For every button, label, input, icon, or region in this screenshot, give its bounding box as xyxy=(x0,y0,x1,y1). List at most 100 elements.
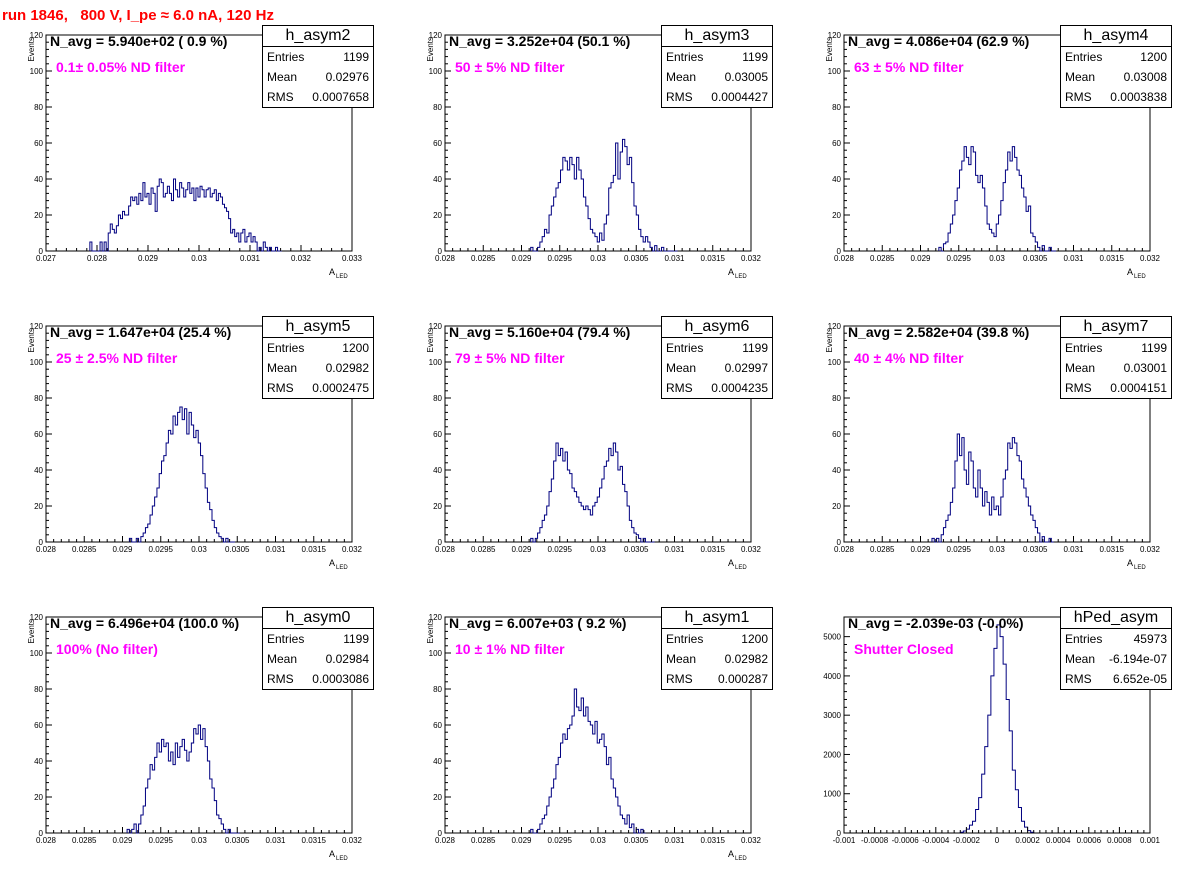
x-tick-label: 0.0295 xyxy=(548,836,573,845)
x-tick-label: 0.031 xyxy=(664,254,685,263)
y-tick-label: 80 xyxy=(433,394,442,403)
x-tick-label: -0.0008 xyxy=(861,836,889,845)
x-tick-label: 0 xyxy=(995,836,1000,845)
x-axis-title: A xyxy=(329,267,335,277)
histogram-name: h_asym5 xyxy=(263,317,373,338)
stats-rms-label: RMS xyxy=(267,381,294,395)
y-tick-label: 80 xyxy=(34,103,43,112)
y-tick-label: 60 xyxy=(433,430,442,439)
histogram-pad-h_asym5: 0.028 0.0285 0.029 0.0295 0.03 0.0305 0.031 0.0… xyxy=(0,291,398,581)
stats-mean-row: Mean 0.02984 xyxy=(263,649,373,669)
run-title: run 1846, 800 V, I_pe ≈ 6.0 nA, 120 Hz xyxy=(2,7,274,24)
x-axis-title: A xyxy=(728,558,734,568)
filter-label: 50 ± 5% ND filter xyxy=(455,59,565,75)
stats-rms-label: RMS xyxy=(267,672,294,686)
x-tick-label: 0.0315 xyxy=(302,836,327,845)
stats-mean-row: Mean 0.03008 xyxy=(1061,67,1171,87)
x-tick-label: 0.028 xyxy=(36,836,57,845)
stats-entries-value: 1199 xyxy=(1141,341,1167,355)
stats-entries-row: Entries 1200 xyxy=(662,629,772,649)
stats-entries-value: 1200 xyxy=(342,341,369,355)
stats-rms-label: RMS xyxy=(267,90,294,104)
y-tick-label: 0 xyxy=(438,829,443,838)
x-axis-title-subscript: LED xyxy=(735,565,747,571)
stats-rms-label: RMS xyxy=(1065,90,1092,104)
stats-entries-value: 45973 xyxy=(1133,632,1167,646)
stats-entries-label: Entries xyxy=(666,632,704,646)
stats-rms-value: 0.0007658 xyxy=(312,90,369,104)
x-tick-label: 0.029 xyxy=(910,545,931,554)
x-tick-label: 0.0315 xyxy=(1100,545,1125,554)
y-tick-label: 2000 xyxy=(823,750,841,759)
x-tick-label: 0.029 xyxy=(138,254,159,263)
stats-entries-row: Entries 45973 xyxy=(1061,629,1171,649)
stats-mean-label: Mean xyxy=(1065,361,1096,375)
x-tick-label: -0.001 xyxy=(833,836,856,845)
stats-rms-label: RMS xyxy=(666,381,693,395)
stats-mean-label: Mean xyxy=(666,70,697,84)
histogram-svg: 0.028 0.0285 0.029 0.0295 0.03 0.0305 0.031 0.0… xyxy=(825,322,1161,571)
y-tick-label: 100 xyxy=(429,358,443,367)
x-tick-label: 0.028 xyxy=(834,545,855,554)
x-tick-label: 0.027 xyxy=(36,254,57,263)
navg-label: N_avg = 6.496e+04 (100.0 %) xyxy=(50,615,240,631)
y-tick-label: 80 xyxy=(433,685,442,694)
stats-mean-row: Mean 0.03001 xyxy=(1061,358,1171,378)
stats-box: h_asym7 Entries 1199 Mean 0.03001 RMS 0.000415… xyxy=(1060,316,1172,399)
stats-rms-value: 6.652e-05 xyxy=(1112,672,1167,686)
x-tick-label: -0.0004 xyxy=(922,836,950,845)
stats-rms-row: RMS 6.652e-05 xyxy=(1061,669,1171,689)
stats-rms-row: RMS 0.0003838 xyxy=(1061,87,1171,107)
x-tick-label: 0.0295 xyxy=(548,254,573,263)
x-axis-title-subscript: LED xyxy=(1134,274,1146,280)
y-tick-label: 0 xyxy=(438,247,443,256)
stats-mean-label: Mean xyxy=(666,361,697,375)
y-tick-label: 5000 xyxy=(823,633,841,642)
histogram-svg: 0.028 0.0285 0.029 0.0295 0.03 0.0305 0.031 0.0… xyxy=(426,31,762,280)
stats-rms-value: 0.0004235 xyxy=(711,381,768,395)
stats-rms-label: RMS xyxy=(666,672,693,686)
x-tick-label: 0.0305 xyxy=(624,836,649,845)
x-tick-label: 0.0295 xyxy=(947,254,972,263)
y-tick-label: 0 xyxy=(39,829,44,838)
x-axis-title: A xyxy=(728,849,734,859)
x-tick-label: 0.0285 xyxy=(471,545,496,554)
stats-mean-value: 0.02982 xyxy=(325,361,369,375)
y-tick-label: 80 xyxy=(34,685,43,694)
stats-rms-row: RMS 0.0004151 xyxy=(1061,378,1171,398)
y-tick-label: 0 xyxy=(837,538,842,547)
x-tick-label: 0.0305 xyxy=(225,836,250,845)
x-axis-title-subscript: LED xyxy=(735,274,747,280)
x-tick-label: 0.0305 xyxy=(624,545,649,554)
filter-label: Shutter Closed xyxy=(854,641,954,657)
y-tick-label: 40 xyxy=(433,466,442,475)
x-tick-label: 0.0295 xyxy=(149,545,174,554)
x-axis-title-subscript: LED xyxy=(336,274,348,280)
stats-mean-row: Mean 0.02982 xyxy=(263,358,373,378)
x-tick-label: 0.028 xyxy=(834,254,855,263)
filter-label: 0.1± 0.05% ND filter xyxy=(56,59,186,75)
stats-rms-row: RMS 0.0002475 xyxy=(263,378,373,398)
y-tick-label: 0 xyxy=(438,538,443,547)
stats-entries-row: Entries 1199 xyxy=(662,338,772,358)
navg-label: N_avg = 2.582e+04 (39.8 %) xyxy=(848,324,1030,340)
stats-rms-label: RMS xyxy=(666,90,693,104)
filter-label: 79 ± 5% ND filter xyxy=(455,350,565,366)
histogram-line xyxy=(931,433,1054,543)
histogram-pad-h_asym6: 0.028 0.0285 0.029 0.0295 0.03 0.0305 0.031 0.0… xyxy=(399,291,797,581)
x-tick-label: 0.032 xyxy=(342,836,363,845)
y-tick-label: 100 xyxy=(828,358,842,367)
x-tick-label: 0.0315 xyxy=(701,254,726,263)
x-tick-label: -0.0006 xyxy=(892,836,920,845)
stats-entries-row: Entries 1199 xyxy=(662,47,772,67)
x-axis-title: A xyxy=(1127,267,1133,277)
stats-mean-value: -6.194e-07 xyxy=(1108,652,1167,666)
y-axis-title: Events xyxy=(27,37,36,61)
histogram-pad-h_asym3: 0.028 0.0285 0.029 0.0295 0.03 0.0305 0.031 0.0… xyxy=(399,0,797,290)
stats-entries-label: Entries xyxy=(1065,632,1103,646)
stats-mean-value: 0.02984 xyxy=(325,652,369,666)
stats-rms-label: RMS xyxy=(1065,381,1092,395)
x-tick-label: 0.03 xyxy=(989,545,1005,554)
y-tick-label: 40 xyxy=(34,466,43,475)
